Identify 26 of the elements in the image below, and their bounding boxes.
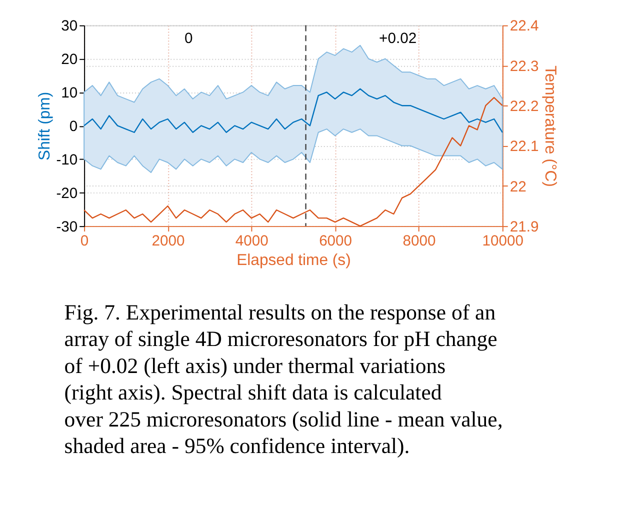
y-tick-label: 20 — [61, 52, 78, 68]
y2-tick-label: 22.1 — [510, 139, 539, 156]
line-series — [83, 88, 504, 133]
y2-tick-label: 22.2 — [510, 99, 539, 116]
y-axis-title: Shift (pm) — [36, 92, 54, 160]
x-tick-label: 2000 — [152, 233, 185, 250]
x-tick-label: 10000 — [482, 233, 524, 250]
annotation: 0 — [184, 31, 193, 48]
x-axis-title: Elapsed time (s) — [236, 252, 351, 270]
y-tick-label: -20 — [56, 186, 78, 202]
y-tick-label: -30 — [56, 220, 78, 236]
y-tick-label: -10 — [56, 152, 78, 169]
y2-tick-label: 22 — [510, 179, 526, 196]
y-tick-label: 30 — [61, 18, 78, 35]
y-tick-label: 10 — [61, 86, 78, 102]
y2-tick-label: 22.3 — [510, 58, 539, 75]
y-tick-label: 0 — [69, 119, 78, 136]
y2-tick-label: 21.9 — [510, 220, 539, 236]
caption: Fig. 7. Experimental results on the response of an array of single 4D microresonators for pH change of +0.02 (left axis) under thermal variations (right axis). Spectral shift data is calculated over 225 microresonators (solid line - mean value, shaded area - 95% confidence interval). — [64, 300, 503, 458]
x-tick-label: 0 — [80, 233, 89, 250]
x-tick-label: 8000 — [402, 233, 436, 250]
y2-axis-title: Temperature (°C) — [542, 65, 559, 187]
x-tick-label: 6000 — [319, 233, 352, 250]
x-tick-label: 4000 — [235, 233, 268, 250]
annotation: +0.02 — [379, 31, 417, 48]
y2-tick-label: 22.4 — [510, 18, 539, 35]
